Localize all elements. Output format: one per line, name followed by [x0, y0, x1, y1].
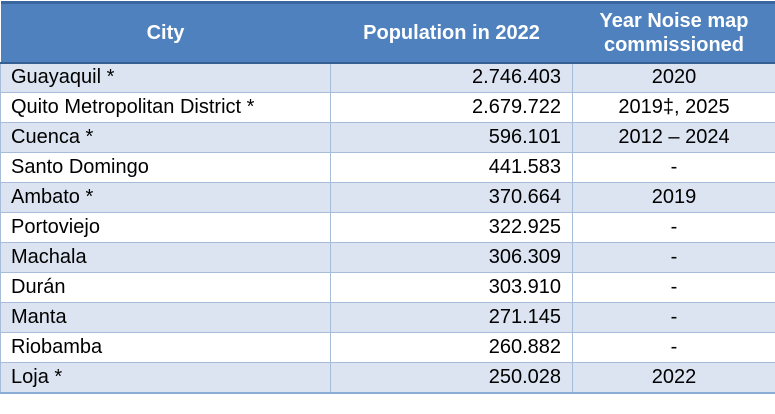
city-cell: Durán [0, 272, 331, 303]
table-header: City Population in 2022 Year Noise map c… [0, 2, 775, 64]
population-cell: 250.028 [330, 362, 573, 393]
year-cell: - [572, 272, 775, 303]
city-cell: Santo Domingo [0, 152, 331, 183]
city-cell: Riobamba [0, 332, 331, 363]
year-cell: - [572, 302, 775, 333]
population-cell: 441.583 [330, 152, 573, 183]
table-row: Manta 271.145 - [0, 302, 775, 333]
city-cell: Portoviejo [0, 212, 331, 243]
year-cell: - [572, 212, 775, 243]
population-cell: 596.101 [330, 122, 573, 153]
year-cell: - [572, 332, 775, 363]
population-cell: 2.679.722 [330, 92, 573, 123]
header-row: City Population in 2022 Year Noise map c… [0, 2, 775, 64]
column-header-city: City [0, 2, 331, 64]
city-cell: Manta [0, 302, 331, 333]
city-cell: Guayaquil * [0, 62, 331, 93]
city-cell: Machala [0, 242, 331, 273]
noise-map-table: City Population in 2022 Year Noise map c… [0, 1, 775, 394]
year-cell: - [572, 152, 775, 183]
population-cell: 370.664 [330, 182, 573, 213]
year-cell: 2012 – 2024 [572, 122, 775, 153]
table-body: Guayaquil * 2.746.403 2020 Quito Metropo… [0, 62, 775, 393]
population-cell: 260.882 [330, 332, 573, 363]
table-row: Quito Metropolitan District * 2.679.722 … [0, 92, 775, 123]
population-cell: 271.145 [330, 302, 573, 333]
table-row: Santo Domingo 441.583 - [0, 152, 775, 183]
city-cell: Ambato * [0, 182, 331, 213]
table-row: Portoviejo 322.925 - [0, 212, 775, 243]
city-cell: Loja * [0, 362, 331, 393]
population-cell: 322.925 [330, 212, 573, 243]
population-cell: 303.910 [330, 272, 573, 303]
year-cell: 2019 [572, 182, 775, 213]
table-row: Riobamba 260.882 - [0, 332, 775, 363]
table-row: Durán 303.910 - [0, 272, 775, 303]
table-row: Cuenca * 596.101 2012 – 2024 [0, 122, 775, 153]
table-row: Machala 306.309 - [0, 242, 775, 273]
city-cell: Cuenca * [0, 122, 331, 153]
population-cell: 2.746.403 [330, 62, 573, 93]
year-cell: - [572, 242, 775, 273]
table-row: Loja * 250.028 2022 [0, 362, 775, 393]
year-cell: 2019‡, 2025 [572, 92, 775, 123]
table-row: Ambato * 370.664 2019 [0, 182, 775, 213]
column-header-population: Population in 2022 [330, 2, 573, 64]
table-row: Guayaquil * 2.746.403 2020 [0, 62, 775, 93]
column-header-year-noise-map: Year Noise map commissioned [572, 2, 775, 64]
city-cell: Quito Metropolitan District * [0, 92, 331, 123]
year-cell: 2022 [572, 362, 775, 393]
population-cell: 306.309 [330, 242, 573, 273]
year-cell: 2020 [572, 62, 775, 93]
